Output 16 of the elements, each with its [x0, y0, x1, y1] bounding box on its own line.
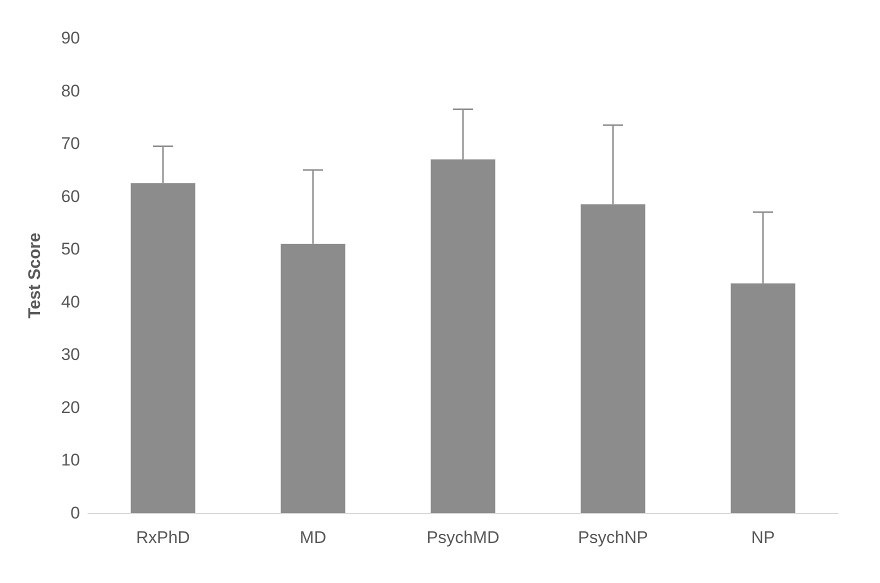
- y-tick-label: 10: [61, 450, 80, 470]
- x-tick-label: RxPhD: [136, 528, 190, 547]
- y-tick-label: 70: [61, 134, 80, 154]
- y-axis-title: Test Score: [25, 232, 44, 318]
- y-tick-label: 90: [61, 28, 80, 48]
- x-tick-label: NP: [751, 528, 775, 547]
- y-tick-label: 50: [61, 240, 80, 259]
- y-tick-label: 20: [61, 398, 80, 417]
- x-tick-label: PsychMD: [426, 528, 500, 547]
- y-tick-label: 0: [70, 504, 80, 522]
- x-tick-label: PsychNP: [578, 528, 648, 547]
- y-tick-label: 60: [61, 186, 80, 206]
- y-tick-label: 40: [61, 292, 80, 312]
- y-tick-label: 80: [61, 81, 80, 100]
- x-tick-label: MD: [300, 528, 326, 547]
- y-tick-label: 30: [61, 345, 80, 364]
